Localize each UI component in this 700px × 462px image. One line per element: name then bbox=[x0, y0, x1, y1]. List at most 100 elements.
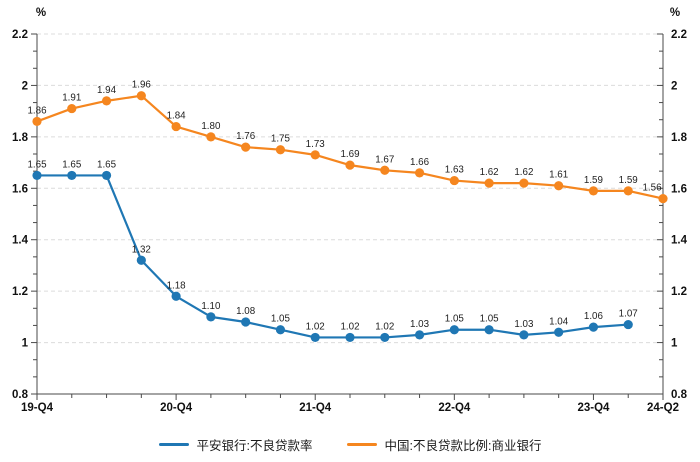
y-axis-label-right: 1 bbox=[671, 338, 678, 350]
data-point-label: 1.59 bbox=[619, 175, 638, 186]
data-point-marker bbox=[449, 175, 459, 186]
data-point-marker bbox=[206, 312, 216, 322]
x-axis-label: 24-Q2 bbox=[647, 402, 679, 414]
data-point-label: 1.75 bbox=[271, 134, 291, 145]
y-axis-unit-left: % bbox=[35, 7, 47, 19]
y-axis-label-right: 1.2 bbox=[671, 286, 687, 298]
y-axis-label-right: 1.6 bbox=[671, 183, 687, 195]
y-axis-label-left: 0.8 bbox=[12, 389, 29, 401]
data-point-marker bbox=[275, 325, 286, 335]
data-point-marker bbox=[67, 103, 77, 114]
data-point-marker bbox=[380, 165, 390, 175]
legend-item-china-commercial-banks[interactable]: 中国:不良贷款比例:商业银行 bbox=[346, 435, 542, 454]
legend-line-swatch bbox=[346, 443, 377, 446]
data-point-marker bbox=[67, 170, 77, 181]
data-point-marker bbox=[554, 327, 564, 337]
data-point-label: 1.63 bbox=[445, 165, 465, 176]
data-point-label: 1.66 bbox=[410, 157, 430, 168]
data-point-label: 1.04 bbox=[549, 316, 569, 327]
data-point-label: 1.59 bbox=[584, 175, 603, 186]
data-point-label: 1.18 bbox=[167, 280, 187, 291]
y-axis-label-right: 1.8 bbox=[671, 132, 688, 144]
y-axis-label-left: 1.2 bbox=[12, 286, 28, 298]
y-axis-label-right: 1.4 bbox=[671, 235, 688, 247]
data-point-marker bbox=[588, 322, 599, 332]
data-point-label: 1.65 bbox=[62, 159, 82, 170]
data-point-label: 1.05 bbox=[480, 314, 500, 325]
data-point-marker bbox=[484, 178, 494, 188]
x-axis-label: 23-Q4 bbox=[577, 402, 610, 414]
data-point-marker bbox=[275, 145, 286, 155]
data-point-label: 1.84 bbox=[167, 111, 187, 122]
data-point-marker bbox=[241, 317, 251, 327]
x-axis-label: 20-Q4 bbox=[160, 402, 193, 414]
x-axis-label: 22-Q4 bbox=[438, 402, 471, 414]
data-point-label: 1.67 bbox=[375, 154, 394, 165]
x-axis-label: 21-Q4 bbox=[299, 402, 332, 414]
data-point-label: 1.76 bbox=[236, 131, 256, 142]
y-axis-label-right: 2.2 bbox=[671, 29, 687, 41]
data-point-label: 1.80 bbox=[201, 121, 221, 132]
data-point-marker bbox=[32, 170, 42, 181]
data-point-marker bbox=[519, 178, 529, 188]
data-point-marker bbox=[554, 181, 564, 191]
y-axis-label-left: 1.4 bbox=[12, 235, 29, 247]
data-point-marker bbox=[136, 91, 146, 101]
data-point-label: 1.61 bbox=[549, 170, 568, 181]
y-axis-label-right: 0.8 bbox=[671, 389, 688, 401]
legend-line-swatch bbox=[158, 443, 189, 446]
data-point-marker bbox=[101, 170, 112, 181]
data-point-label: 1.65 bbox=[97, 159, 117, 170]
data-point-marker bbox=[310, 332, 320, 343]
data-point-label: 1.07 bbox=[619, 309, 638, 320]
data-point-marker bbox=[345, 332, 355, 343]
series-line-0 bbox=[35, 174, 630, 339]
data-point-label: 1.73 bbox=[306, 139, 326, 150]
data-point-label: 1.96 bbox=[132, 80, 152, 91]
data-point-label: 1.06 bbox=[584, 311, 604, 322]
legend-label-pingan-bank: 平安银行:不良贷款率 bbox=[196, 439, 313, 453]
data-point-marker bbox=[658, 193, 668, 204]
data-point-label: 1.86 bbox=[27, 105, 47, 116]
data-point-label: 1.02 bbox=[306, 321, 325, 332]
data-point-label: 1.65 bbox=[27, 159, 47, 170]
data-point-label: 1.32 bbox=[132, 244, 151, 255]
data-point-label: 1.69 bbox=[340, 149, 359, 160]
data-point-label: 1.10 bbox=[201, 301, 221, 312]
y-axis-label-left: 1.8 bbox=[12, 132, 29, 144]
data-point-marker bbox=[623, 319, 633, 330]
data-point-marker bbox=[241, 142, 251, 152]
data-point-label: 1.03 bbox=[410, 319, 430, 330]
data-point-marker bbox=[101, 96, 112, 106]
data-point-label: 1.56 bbox=[642, 183, 662, 194]
legend: 平安银行:不良贷款率 中国:不良贷款比例:商业银行 bbox=[0, 435, 700, 454]
data-point-label: 1.02 bbox=[340, 321, 359, 332]
data-point-marker bbox=[310, 150, 320, 160]
y-axis-label-left: 1.6 bbox=[12, 183, 28, 195]
series-line-1 bbox=[35, 94, 665, 200]
y-axis-label-left: 1 bbox=[22, 338, 29, 350]
data-point-marker bbox=[32, 116, 42, 127]
data-point-label: 1.03 bbox=[514, 319, 534, 330]
legend-item-pingan-bank[interactable]: 平安银行:不良贷款率 bbox=[158, 435, 313, 454]
data-point-marker bbox=[206, 132, 216, 142]
y-axis-label-left: 2 bbox=[22, 80, 28, 92]
data-point-marker bbox=[136, 255, 146, 265]
y-axis-label-left: 2.2 bbox=[12, 29, 28, 41]
y-axis-label-right: 2 bbox=[671, 80, 677, 92]
data-point-marker bbox=[414, 168, 425, 178]
line-chart: 0.8 0.8 1 1 1.2 1.2 1.4 1.4 1.6 1.6 1.8 1.8 2 2 2.2 2.2… bbox=[12, 29, 688, 414]
data-point-label: 1.91 bbox=[62, 93, 81, 104]
y-axis-unit-right: % bbox=[669, 7, 681, 19]
data-point-marker bbox=[588, 186, 599, 196]
data-point-marker bbox=[171, 291, 181, 301]
data-point-marker bbox=[380, 332, 390, 343]
data-point-label: 1.62 bbox=[514, 167, 533, 178]
data-point-marker bbox=[519, 330, 529, 340]
x-axis-label: 19-Q4 bbox=[21, 402, 54, 414]
legend-label-china-commercial-banks: 中国:不良贷款比例:商业银行 bbox=[384, 439, 542, 453]
data-point-marker bbox=[449, 325, 459, 335]
data-point-marker bbox=[171, 121, 181, 132]
data-point-label: 1.05 bbox=[445, 314, 465, 325]
